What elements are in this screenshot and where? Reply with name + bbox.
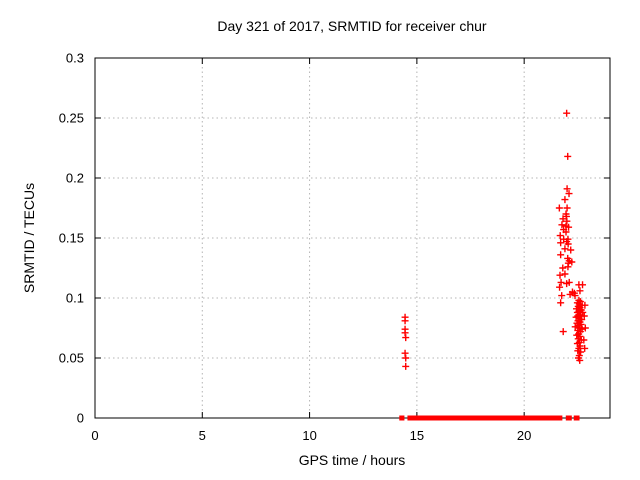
data-point-marker [556, 232, 564, 240]
data-point-marker [576, 356, 584, 364]
data-point-marker [576, 287, 584, 295]
data-point-marker [561, 196, 569, 204]
data-point-marker [558, 221, 566, 229]
data-point-marker [564, 152, 572, 160]
x-tick-label: 5 [199, 428, 206, 443]
x-tick-labels: 0 5 10 15 20 [91, 428, 531, 443]
y-tick-label: 0.1 [66, 291, 84, 306]
y-axis-label: SRMTID / TECUs [21, 183, 37, 293]
data-point-marker [402, 354, 410, 362]
data-point-marker [563, 217, 571, 225]
gridlines [95, 58, 610, 418]
data-point-marker [581, 301, 589, 309]
x-tick-label: 0 [91, 428, 98, 443]
baseline-segment [573, 415, 580, 421]
y-tick-label: 0.05 [59, 351, 84, 366]
data-point-marker [581, 344, 589, 352]
x-axis-label: GPS time / hours [299, 452, 406, 468]
data-point-marker [579, 281, 587, 289]
data-point-marker [571, 323, 579, 331]
data-point-marker [573, 331, 581, 339]
data-points [401, 109, 589, 370]
data-point-marker [561, 270, 569, 278]
x-tick-label: 20 [517, 428, 531, 443]
y-tick-labels: 0 0.05 0.1 0.15 0.2 0.25 0.3 [59, 51, 84, 426]
data-point-marker [556, 283, 564, 291]
x-tick-label: 15 [410, 428, 424, 443]
data-point-marker [557, 278, 565, 286]
data-point-marker [563, 204, 571, 212]
data-point-marker [557, 299, 565, 307]
data-point-marker [570, 289, 578, 297]
data-point-marker [402, 334, 410, 342]
data-point-marker [556, 271, 564, 279]
data-point-marker [559, 328, 567, 336]
baseline-band [399, 415, 580, 421]
y-tick-label: 0.2 [66, 171, 84, 186]
data-point-marker [565, 278, 573, 286]
data-point-marker [402, 362, 410, 370]
data-point-marker [555, 204, 563, 212]
data-point-marker [557, 251, 565, 259]
data-point-marker [565, 223, 573, 231]
data-point-marker [564, 240, 572, 248]
baseline-segment [407, 415, 563, 421]
y-tick-label: 0.3 [66, 51, 84, 66]
baseline-segment [565, 415, 572, 421]
data-point-marker [563, 185, 571, 193]
data-point-marker [565, 190, 573, 198]
x-tick-label: 10 [302, 428, 316, 443]
y-tick-label: 0.15 [59, 231, 84, 246]
data-point-marker [558, 292, 566, 300]
baseline-segment [399, 415, 405, 421]
y-tick-label: 0 [77, 411, 84, 426]
data-point-marker [567, 246, 575, 254]
chart-title: Day 321 of 2017, SRMTID for receiver chu… [217, 18, 487, 34]
data-point-marker [577, 348, 585, 356]
data-point-marker [559, 264, 567, 272]
data-point-marker [562, 228, 570, 236]
data-point-marker [568, 258, 576, 266]
data-point-marker [564, 263, 572, 271]
data-point-marker [559, 215, 567, 223]
data-point-marker [561, 245, 569, 253]
data-point-marker [557, 239, 565, 247]
data-point-marker [401, 317, 409, 325]
data-point-marker [563, 109, 571, 117]
y-tick-label: 0.25 [59, 111, 84, 126]
